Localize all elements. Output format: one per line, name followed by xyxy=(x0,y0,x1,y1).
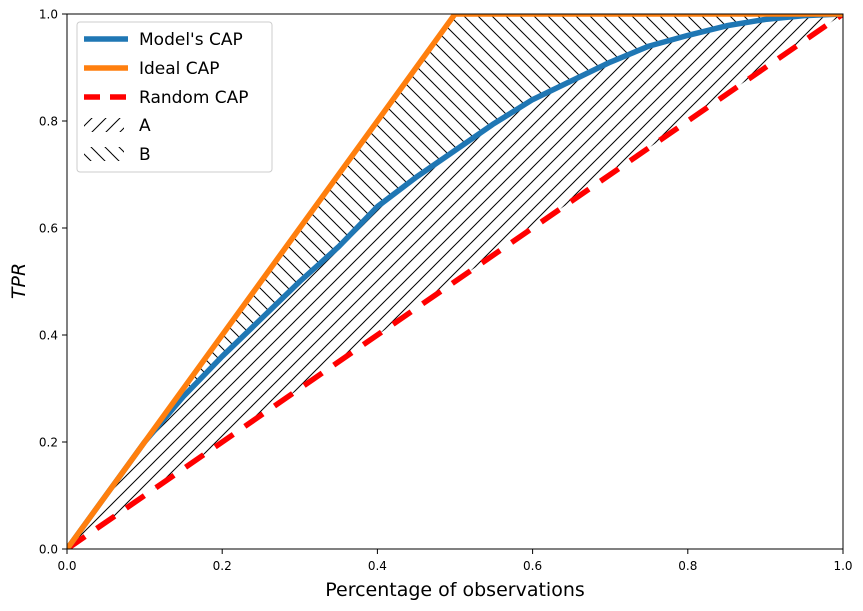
x-tick-label: 0.2 xyxy=(213,559,232,573)
x-tick-label: 0.4 xyxy=(368,559,387,573)
series-line-model-s-cap xyxy=(67,14,843,549)
y-tick-label: 1.0 xyxy=(39,8,58,22)
legend-label-ideal-cap: Ideal CAP xyxy=(139,59,220,79)
x-tick-label: 1.0 xyxy=(833,559,852,573)
legend-swatch-a xyxy=(84,118,124,132)
x-tick-label: 0.8 xyxy=(678,559,697,573)
legend-swatch-b xyxy=(84,147,124,161)
legend-label-random-cap: Random CAP xyxy=(139,88,249,108)
plot-frame xyxy=(66,13,844,550)
y-tick-label: 0.2 xyxy=(39,436,58,450)
area-b xyxy=(67,14,843,549)
x-tick-label: 0.6 xyxy=(523,559,542,573)
y-axis-label: TPR xyxy=(8,263,30,299)
legend: Model's CAP Ideal CAP Random CAP A B xyxy=(76,21,273,173)
y-tick-label: 0.6 xyxy=(39,222,58,236)
legend-label-model-cap: Model's CAP xyxy=(139,30,243,50)
y-tick-label: 0.0 xyxy=(39,543,58,557)
legend-label-b: B xyxy=(139,145,151,165)
y-tick-label: 0.4 xyxy=(39,329,58,343)
legend-label-a: A xyxy=(139,116,151,136)
x-tick-label: 0.0 xyxy=(57,559,76,573)
series-line-random-cap xyxy=(67,14,843,549)
x-axis-label: Percentage of observations xyxy=(325,579,585,601)
series-line-ideal-cap xyxy=(67,14,843,549)
legend-box xyxy=(76,21,273,173)
y-tick-label: 0.8 xyxy=(39,115,58,129)
